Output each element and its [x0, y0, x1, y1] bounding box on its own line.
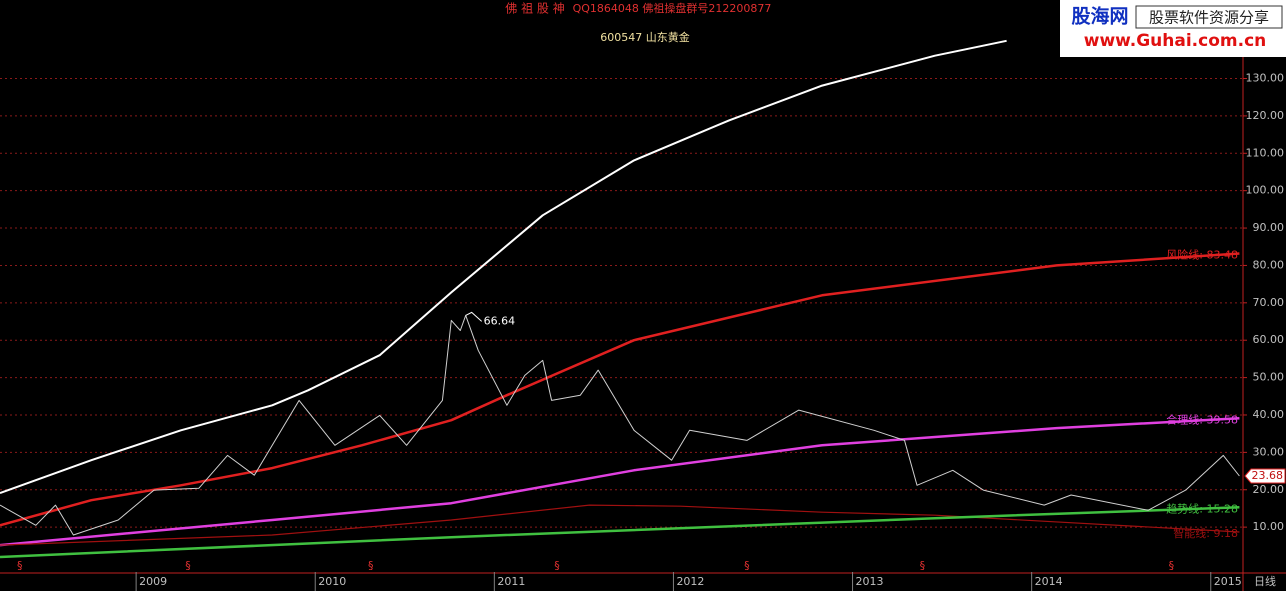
y-tick-label: 90.00 [1253, 221, 1285, 234]
event-marker: § [185, 559, 191, 572]
y-tick-label: 100.00 [1246, 184, 1285, 197]
y-tick-label: 10.00 [1253, 520, 1285, 533]
y-tick-label: 20.00 [1253, 483, 1285, 496]
x-tick-label: 2012 [676, 575, 704, 588]
x-tick-label: 2014 [1035, 575, 1063, 588]
last-price-label: 23.68 [1252, 469, 1284, 482]
series-line [0, 314, 1240, 536]
y-tick-label: 70.00 [1253, 296, 1285, 309]
series-line [0, 39, 1007, 495]
x-tick-label: 2009 [139, 575, 167, 588]
event-marker: § [744, 559, 750, 572]
line-label: 趋势线: 15.28 [1166, 501, 1238, 515]
y-tick-label: 60.00 [1253, 333, 1285, 346]
header-left: 佛 祖 股 神 [505, 1, 564, 16]
event-marker: § [554, 559, 560, 572]
y-tick-label: 110.00 [1246, 146, 1285, 159]
annotation-label: 66.64 [484, 314, 516, 327]
y-tick-label: 120.00 [1246, 109, 1285, 122]
line-label: 智能线: 9.18 [1173, 526, 1238, 540]
event-marker: § [368, 559, 374, 572]
line-label: 合理线: 39.58 [1166, 412, 1238, 426]
annotation-pointer [465, 311, 483, 322]
logo-slogan: 股票软件资源分享 [1149, 9, 1269, 27]
chart-title: 600547 山东黄金 [600, 30, 690, 44]
logo-name: 股海网 [1071, 5, 1128, 28]
series-line [0, 504, 1240, 546]
y-tick-label: 80.00 [1253, 258, 1285, 271]
last-price-box [1244, 468, 1286, 484]
header-right: QQ1864048 佛祖操盘群号212200877 [573, 1, 772, 15]
x-tick-label: 2010 [318, 575, 346, 588]
x-tick-label: 2013 [856, 575, 884, 588]
x-tick-label: 2011 [497, 575, 525, 588]
slogan-box [1135, 5, 1283, 29]
x-tick-label: 2015 [1214, 575, 1242, 588]
series-line [0, 417, 1240, 547]
y-tick-label: 50.00 [1253, 371, 1285, 384]
y-tick-label: 40.00 [1253, 408, 1285, 421]
y-tick-label: 30.00 [1253, 445, 1285, 458]
event-marker: § [920, 559, 926, 572]
event-marker: § [17, 559, 23, 572]
line-label: 风险线: 83.48 [1166, 247, 1238, 261]
event-marker: § [1169, 559, 1175, 572]
logo-url: www.Guhai.com.cn [1084, 31, 1267, 51]
series-line [0, 506, 1240, 559]
series-line [0, 252, 1240, 527]
y-tick-label: 130.00 [1246, 72, 1285, 85]
period-label: 日线 [1254, 574, 1276, 588]
